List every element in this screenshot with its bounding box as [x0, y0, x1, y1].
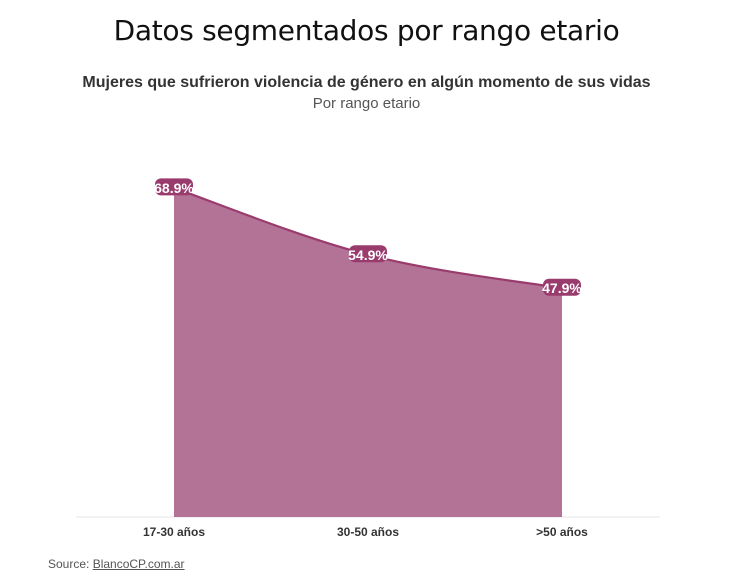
- data-label: 68.9%: [154, 180, 194, 196]
- area-fill: [174, 187, 562, 517]
- data-label: 47.9%: [542, 280, 582, 296]
- data-label-bg: [543, 278, 581, 296]
- x-tick-label: 30-50 años: [337, 525, 399, 539]
- chart-title: Mujeres que sufrieron violencia de géner…: [82, 74, 651, 91]
- x-tick-label: 17-30 años: [143, 525, 205, 539]
- source-link[interactable]: BlancoCP.com.ar: [92, 557, 185, 571]
- source-prefix: Source:: [48, 557, 93, 571]
- data-label-bg: [349, 245, 387, 263]
- x-tick-label: >50 años: [536, 525, 588, 539]
- data-label-bg: [155, 178, 193, 196]
- page-title: Datos segmentados por rango etario: [113, 14, 620, 47]
- source-note: Source: BlancoCP.com.ar: [48, 557, 185, 571]
- chart-subtitle: Por rango etario: [312, 95, 421, 112]
- data-label: 54.9%: [348, 247, 388, 263]
